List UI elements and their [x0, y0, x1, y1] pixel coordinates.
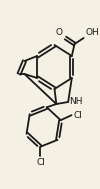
- Text: Cl: Cl: [73, 111, 82, 120]
- Text: O: O: [56, 28, 63, 37]
- Text: Cl: Cl: [36, 158, 45, 167]
- Text: OH: OH: [86, 28, 99, 37]
- Text: NH: NH: [69, 98, 83, 106]
